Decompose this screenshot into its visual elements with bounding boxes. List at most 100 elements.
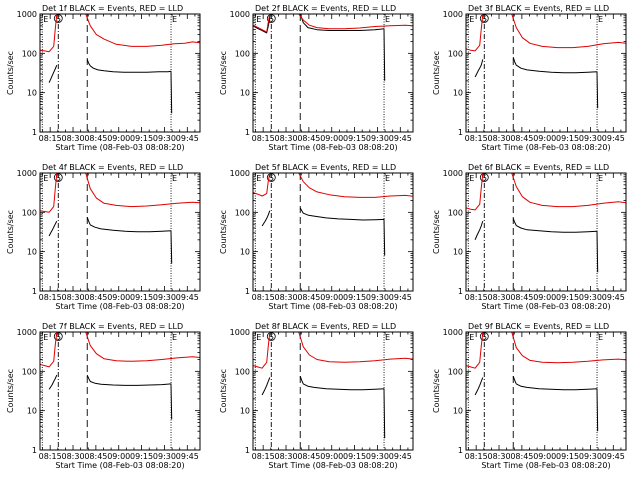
events-series-line	[261, 377, 271, 396]
detector-panel: Det 4f BLACK = Events, RED = LLD 1 10 100 10…	[6, 163, 201, 311]
x-axis-label: Start Time (08-Feb-03 08:08:20)	[55, 302, 184, 311]
lld-series-line	[253, 173, 271, 197]
x-tick-label: 09:30	[153, 293, 176, 302]
y-tick-label: 10	[453, 248, 463, 257]
x-tick-label: 09:15	[343, 134, 366, 143]
x-tick-label: 08:15	[465, 452, 488, 461]
x-tick-label: 09:00	[533, 293, 556, 302]
events-series-line	[48, 220, 58, 237]
y-axis-label: Counts/sec	[6, 51, 15, 95]
x-tick-label: 09:30	[153, 452, 176, 461]
x-tick-label: 09:15	[343, 452, 366, 461]
marker-label-e: E	[172, 174, 177, 183]
y-tick-label: 1	[245, 128, 250, 137]
events-series-line	[474, 59, 484, 78]
marker-label-s: S	[482, 333, 487, 342]
events-series-line	[474, 377, 484, 396]
x-tick-label: 08:30	[274, 452, 297, 461]
x-tick-label: 09:45	[389, 293, 412, 302]
marker-label-e: E	[385, 15, 390, 24]
marker-label-e: E	[43, 15, 48, 24]
x-tick-label: 08:15	[465, 293, 488, 302]
y-tick-label: 10	[453, 407, 463, 416]
lld-series-line	[511, 173, 626, 208]
plot-frame	[252, 13, 414, 133]
y-tick-label: 1000	[230, 328, 250, 337]
plot-frame	[465, 172, 627, 292]
panel-title: Det 1f BLACK = Events, RED = LLD	[42, 4, 183, 13]
x-tick-label: 09:30	[579, 293, 602, 302]
detector-panel: Det 3f BLACK = Events, RED = LLD 1 10 100 10…	[432, 4, 627, 152]
lld-series-line	[298, 173, 413, 198]
y-tick-label: 1000	[230, 10, 250, 19]
marker-label-s: S	[56, 15, 61, 24]
marker-label-s: S	[269, 174, 274, 183]
lld-series-line	[85, 14, 200, 47]
x-tick-label: 08:45	[84, 134, 107, 143]
marker-label-e: E	[172, 15, 177, 24]
x-tick-label: 08:45	[510, 452, 533, 461]
y-axis-label: Counts/sec	[6, 210, 15, 254]
y-tick-label: 1	[32, 446, 37, 455]
y-axis-label: Counts/sec	[6, 369, 15, 413]
panel-title: Det 9f BLACK = Events, RED = LLD	[468, 322, 609, 331]
marker-label-e: E	[469, 15, 474, 24]
marker-label-s: S	[482, 15, 487, 24]
y-tick-label: 1000	[443, 328, 463, 337]
y-tick-label: 10	[27, 407, 37, 416]
x-tick-label: 09:30	[579, 134, 602, 143]
marker-label-e: E	[43, 333, 48, 342]
panel-title: Det 3f BLACK = Events, RED = LLD	[468, 4, 609, 13]
x-axis-label: Start Time (08-Feb-03 08:08:20)	[268, 302, 397, 311]
x-tick-label: 09:30	[153, 134, 176, 143]
panel-title: Det 5f BLACK = Events, RED = LLD	[255, 163, 396, 172]
panel-title: Det 6f BLACK = Events, RED = LLD	[468, 163, 609, 172]
events-series-line	[299, 376, 386, 439]
panel-title: Det 7f BLACK = Events, RED = LLD	[42, 322, 183, 331]
x-tick-label: 08:15	[39, 293, 62, 302]
marker-label-s: S	[56, 174, 61, 183]
plot-frame	[39, 172, 201, 292]
detector-panel: Det 9f BLACK = Events, RED = LLD 1 10 100 10…	[432, 322, 627, 470]
events-series-line	[86, 374, 173, 420]
x-tick-label: 09:30	[366, 134, 389, 143]
x-tick-label: 09:15	[556, 293, 579, 302]
x-tick-label: 09:15	[556, 134, 579, 143]
y-axis-label: Counts/sec	[432, 369, 441, 413]
x-tick-label: 08:30	[487, 293, 510, 302]
x-tick-label: 09:45	[602, 452, 625, 461]
x-tick-label: 09:30	[366, 293, 389, 302]
panel-title: Det 2f BLACK = Events, RED = LLD	[255, 4, 396, 13]
x-tick-label: 08:45	[297, 134, 320, 143]
events-series-line	[512, 376, 599, 432]
y-tick-label: 100	[22, 208, 37, 217]
x-tick-label: 09:45	[176, 452, 199, 461]
y-tick-label: 100	[235, 208, 250, 217]
y-tick-label: 100	[448, 49, 463, 58]
events-series-line	[512, 56, 599, 109]
marker-label-e: E	[172, 333, 177, 342]
x-tick-label: 09:45	[176, 293, 199, 302]
plot-frame	[39, 331, 201, 451]
x-axis-label: Start Time (08-Feb-03 08:08:20)	[481, 461, 610, 470]
y-tick-label: 1	[458, 287, 463, 296]
marker-label-e: E	[385, 174, 390, 183]
x-tick-label: 09:30	[579, 452, 602, 461]
y-tick-label: 1	[32, 287, 37, 296]
detector-panel: Det 5f BLACK = Events, RED = LLD 1 10 100 10…	[219, 163, 414, 311]
y-tick-label: 1	[32, 128, 37, 137]
x-tick-label: 08:15	[252, 452, 275, 461]
lld-series-line	[511, 14, 626, 49]
y-tick-label: 1000	[443, 10, 463, 19]
detector-panel: Det 7f BLACK = Events, RED = LLD 1 10 100 10…	[6, 322, 201, 470]
y-tick-label: 100	[22, 367, 37, 376]
x-axis-label: Start Time (08-Feb-03 08:08:20)	[55, 143, 184, 152]
y-tick-label: 1000	[17, 10, 37, 19]
marker-label-s: S	[482, 174, 487, 183]
y-tick-label: 100	[22, 49, 37, 58]
marker-label-e: E	[598, 333, 603, 342]
lld-series-line	[40, 14, 58, 53]
lld-series-line	[40, 332, 58, 368]
x-tick-label: 08:45	[510, 134, 533, 143]
